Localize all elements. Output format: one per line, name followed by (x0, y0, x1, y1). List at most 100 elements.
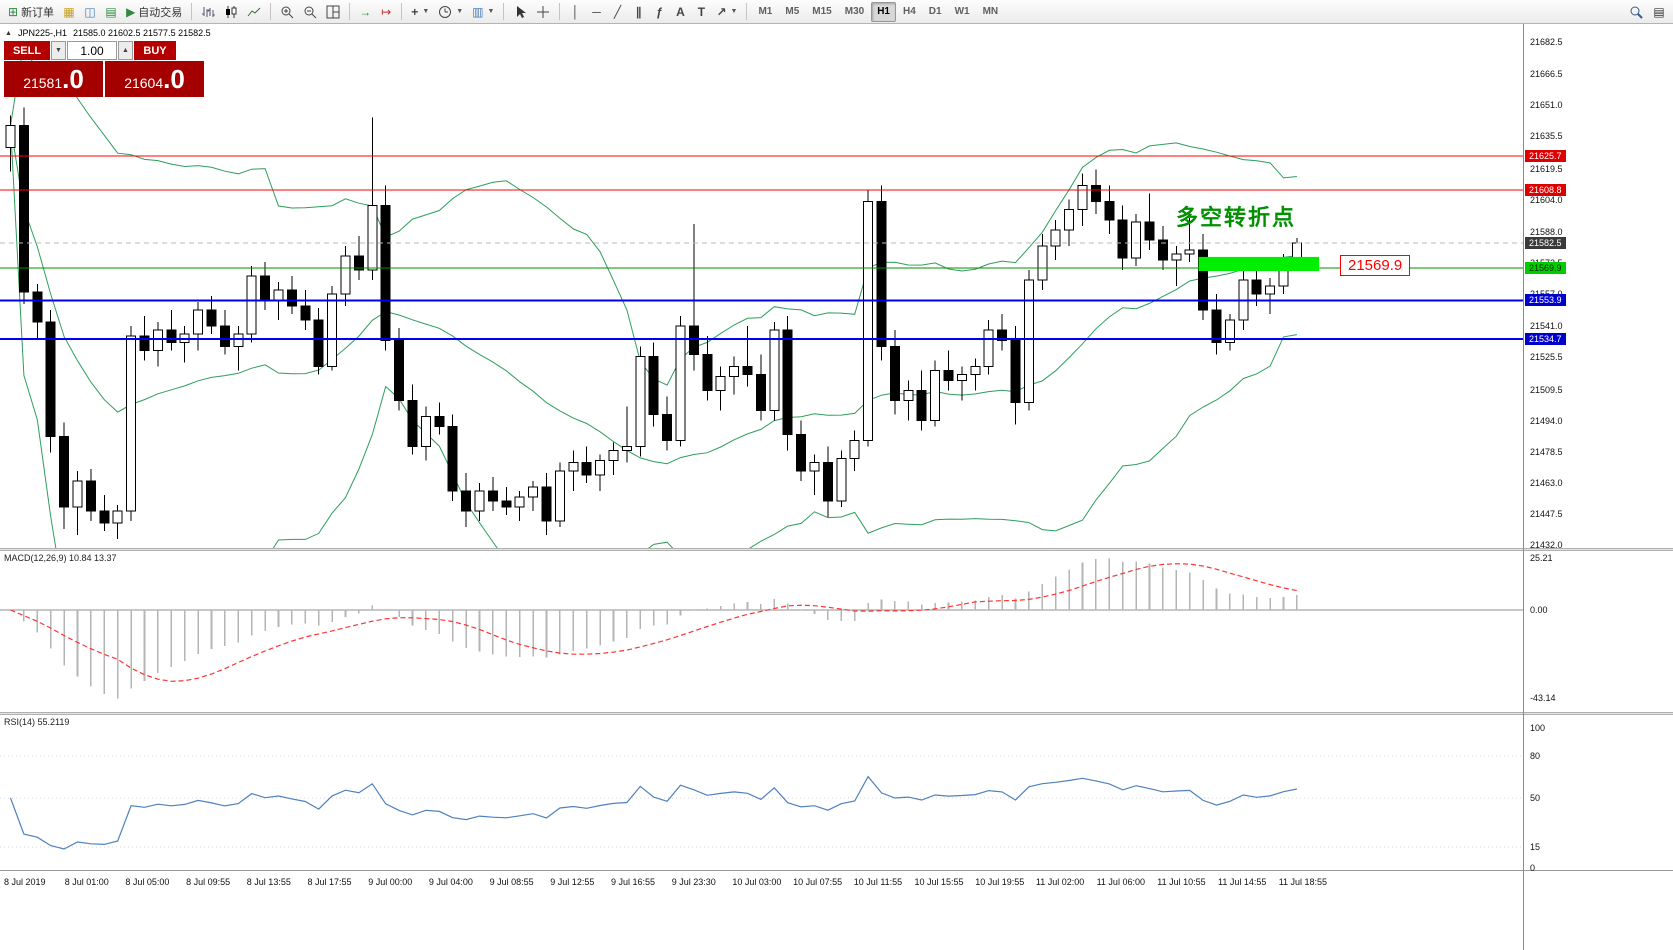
rsi-axis-label: 0 (1530, 863, 1536, 873)
timeframe-m30-button[interactable]: M30 (844, 6, 865, 17)
fibonacci-tool-button[interactable]: ƒ (649, 2, 669, 22)
time-axis-label: 9 Jul 08:55 (489, 877, 534, 887)
volume-input[interactable]: 1.00 (67, 41, 117, 60)
market-watch-button[interactable]: ▦ (59, 2, 79, 22)
candlestick-chart[interactable] (0, 24, 1523, 548)
chevron-down-icon: ▼ (730, 8, 738, 15)
tile-windows-button[interactable] (322, 2, 344, 22)
timeframe-m15-button[interactable]: M15 (812, 6, 832, 17)
timeframe-m5-button[interactable]: M5 (785, 6, 800, 17)
search-icon (1629, 5, 1643, 19)
axis-price-badge: 21625.7 (1525, 150, 1566, 163)
toolbar-separator (559, 3, 561, 20)
timeframe-mn-button[interactable]: MN (982, 6, 999, 17)
price-callout-box[interactable]: 21569.9 (1340, 255, 1411, 276)
time-axis-label: 11 Jul 14:55 (1218, 877, 1267, 887)
horizontal-line-tool-button[interactable]: ─ (586, 2, 606, 22)
panel-splitter[interactable] (0, 548, 1673, 551)
crosshair-icon (536, 5, 550, 19)
line-chart-mode-button[interactable] (243, 2, 265, 22)
zoom-out-button[interactable] (299, 2, 321, 22)
toolbar-overflow-button[interactable]: ▤ (1649, 2, 1669, 22)
profiles-button[interactable]: ◫ (80, 2, 100, 22)
axis-price-label: 21494.0 (1530, 415, 1563, 426)
timeframe-h4-button[interactable]: H4 (902, 6, 916, 17)
time-axis-label: 11 Jul 18:55 (1278, 877, 1328, 887)
label-tool-button[interactable]: T (691, 2, 711, 22)
new-order-icon: ⊞ (8, 4, 19, 19)
auto-scroll-button[interactable]: → (355, 2, 375, 22)
candlestick-mode-button[interactable] (220, 2, 242, 22)
collapse-trade-panel-icon[interactable]: ▲ (5, 29, 12, 37)
vertical-line-tool-button[interactable]: │ (565, 2, 585, 22)
timeframe-d1-button[interactable]: D1 (928, 6, 942, 17)
indicators-button[interactable]: + ▼ (407, 2, 433, 22)
time-axis-label: 8 Jul 17:55 (307, 877, 352, 887)
rsi-axis-label: 80 (1530, 751, 1541, 761)
cursor-button[interactable] (509, 2, 531, 22)
macd-axis-label: 25.21 (1530, 553, 1553, 564)
macd-panel[interactable]: MACD(12,26,9) 10.84 13.37 (0, 551, 1523, 712)
axis-price-badge: 21553.9 (1525, 294, 1566, 307)
axis-price-label: 21682.5 (1530, 37, 1563, 48)
templates-button[interactable]: ▥ ▼ (468, 2, 498, 22)
tile-windows-icon (326, 5, 340, 19)
panel-splitter[interactable] (0, 712, 1673, 715)
time-axis-label: 10 Jul 15:55 (914, 877, 964, 887)
autotrade-label: 自动交易 (138, 6, 183, 19)
axis-price-badge: 21569.9 (1525, 262, 1566, 275)
buy-button[interactable]: BUY (134, 41, 176, 60)
new-order-button[interactable]: ⊞ 新订单 (4, 2, 58, 22)
rsi-axis-label: 15 (1530, 842, 1541, 852)
buy-price-button[interactable]: 21604 .0 (105, 61, 204, 97)
text-tool-button[interactable]: A (670, 2, 690, 22)
sell-button[interactable]: SELL (4, 41, 50, 60)
terminal-icon: ▤ (105, 4, 117, 19)
time-axis-label: 10 Jul 07:55 (793, 877, 843, 887)
channel-tool-button[interactable]: ∥ (628, 2, 648, 22)
sell-price-frac: .0 (62, 64, 84, 94)
time-axis-label: 11 Jul 10:55 (1157, 877, 1206, 887)
indicators-icon: + (411, 4, 419, 19)
periods-button[interactable]: ▼ (434, 2, 467, 22)
rsi-chart[interactable] (0, 715, 1523, 870)
trendline-tool-button[interactable]: ╱ (607, 2, 627, 22)
axis-price-label: 21478.5 (1530, 446, 1563, 457)
chart-annotation-text[interactable]: 多空转折点 (1176, 206, 1297, 231)
templates-icon: ▥ (472, 4, 484, 19)
axis-price-label: 21541.0 (1530, 321, 1563, 332)
crosshair-button[interactable] (532, 2, 554, 22)
price-axis[interactable]: 21682.5 21666.5 21651.0 21635.5 21619.5 21604… (1523, 24, 1673, 950)
volume-decrease-button[interactable]: ▼ (51, 41, 66, 60)
axis-price-label: 21619.5 (1530, 163, 1563, 174)
main-chart-panel[interactable]: ▲ JPN225-,H1 21585.0 21602.5 21577.5 215… (0, 24, 1523, 548)
chart-shift-button[interactable]: ↦ (376, 2, 396, 22)
channel-icon: ∥ (635, 4, 642, 19)
macd-label: MACD(12,26,9) 10.84 13.37 (4, 553, 117, 563)
volume-increase-button[interactable]: ▲ (118, 41, 133, 60)
search-button[interactable] (1625, 2, 1647, 22)
toolbar: ⊞ 新订单 ▦ ◫ ▤ ▶ 自动交易 → ↦ (0, 0, 1673, 24)
timeframe-w1-button[interactable]: W1 (954, 6, 970, 17)
toolbar-separator (746, 3, 748, 20)
axis-price-label: 21604.0 (1530, 194, 1563, 205)
toolbar-separator (191, 3, 193, 20)
terminal-button[interactable]: ▤ (101, 2, 121, 22)
time-axis-label: 10 Jul 11:55 (853, 877, 903, 887)
arrows-tool-button[interactable]: ↗ ▼ (712, 2, 741, 22)
buy-price-frac: .0 (163, 64, 185, 94)
zoom-in-button[interactable] (276, 2, 298, 22)
sell-price-button[interactable]: 21581 .0 (4, 61, 103, 97)
time-axis[interactable]: 8 Jul 2019 8 Jul 01:00 8 Jul 05:00 8 Jul 09… (0, 870, 1673, 950)
macd-chart[interactable] (0, 551, 1523, 712)
time-axis-label: 10 Jul 03:00 (732, 877, 782, 887)
chevron-down-icon: ▼ (422, 8, 430, 15)
bar-chart-mode-button[interactable] (197, 2, 219, 22)
market-watch-icon: ▦ (63, 4, 75, 19)
timeframe-m1-button[interactable]: M1 (758, 6, 773, 17)
axis-price-label: 21557.0 (1530, 289, 1563, 299)
autotrade-button[interactable]: ▶ 自动交易 (122, 2, 186, 22)
symbol-info: ▲ JPN225-,H1 21585.0 21602.5 21577.5 215… (5, 28, 211, 38)
rsi-panel[interactable]: RSI(14) 55.2119 (0, 715, 1523, 870)
timeframe-h1-button[interactable]: H1 (871, 1, 896, 22)
